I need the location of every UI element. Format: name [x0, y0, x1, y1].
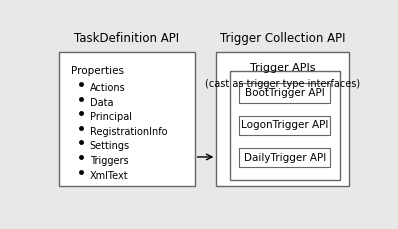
- Text: TaskDefinition API: TaskDefinition API: [74, 32, 179, 45]
- Text: RegistrationInfo: RegistrationInfo: [90, 127, 167, 137]
- Text: XmlText: XmlText: [90, 171, 129, 181]
- Bar: [217, 52, 349, 186]
- Text: Settings: Settings: [90, 142, 130, 151]
- Text: BootTrigger API: BootTrigger API: [245, 88, 325, 98]
- Bar: [59, 52, 195, 186]
- Text: Principal: Principal: [90, 112, 132, 122]
- Text: Trigger APIs: Trigger APIs: [250, 63, 315, 73]
- Text: Properties: Properties: [71, 66, 124, 76]
- Text: LogonTrigger API: LogonTrigger API: [241, 120, 329, 130]
- Text: Triggers: Triggers: [90, 156, 129, 166]
- Bar: [230, 71, 339, 180]
- Text: (cast as trigger type interfaces): (cast as trigger type interfaces): [205, 79, 360, 90]
- Bar: [240, 83, 330, 103]
- Text: Data: Data: [90, 98, 113, 108]
- Text: Trigger Collection API: Trigger Collection API: [220, 32, 345, 45]
- Bar: [240, 148, 330, 167]
- Text: DailyTrigger API: DailyTrigger API: [244, 153, 326, 163]
- Text: Actions: Actions: [90, 83, 126, 93]
- Bar: [240, 116, 330, 135]
